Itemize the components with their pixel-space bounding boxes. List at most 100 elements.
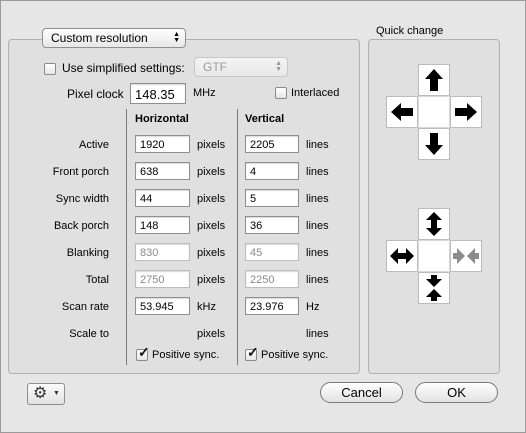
shrink-horizontal-icon xyxy=(453,248,479,264)
popup-arrows-icon: ▲ ▼ xyxy=(173,31,180,44)
horizontal-unit: kHz xyxy=(197,301,216,313)
interlaced-label: Interlaced xyxy=(291,87,340,99)
popup-arrows-icon: ▲ ▼ xyxy=(275,60,282,73)
vertical-blanking-value: 45 xyxy=(250,247,263,259)
chevron-down-icon: ▼ xyxy=(53,390,60,397)
expand-vertical-icon xyxy=(426,212,442,236)
simplified-settings-label: Use simplified settings: xyxy=(62,61,185,75)
horizontal-blanking-value: 830 xyxy=(140,247,159,259)
horizontal-positive-sync-label: Positive sync. xyxy=(152,349,220,361)
vertical-sync-width-value: 5 xyxy=(250,193,257,205)
horizontal-unit: pixels xyxy=(197,274,226,286)
pixel-clock-field[interactable]: 148.35 xyxy=(130,83,186,104)
vertical-back-porch-value: 36 xyxy=(250,220,263,232)
pixel-clock-label: Pixel clock xyxy=(67,87,124,101)
pixel-clock-value: 148.35 xyxy=(135,87,175,102)
arrow-right-icon xyxy=(455,103,477,121)
row-label-total: Total xyxy=(85,274,109,286)
horizontal-unit: pixels xyxy=(197,220,226,232)
horizontal-unit: pixels xyxy=(197,166,226,178)
vertical-positive-sync-label: Positive sync. xyxy=(261,349,329,361)
horizontal-sync-width-field[interactable]: 44 xyxy=(135,189,190,207)
vertical-front-porch-value: 4 xyxy=(250,166,257,178)
vertical-unit: lines xyxy=(306,193,329,205)
horizontal-scan-rate-value: 53.945 xyxy=(140,301,174,313)
row-label-sync-width: Sync width xyxy=(55,193,109,205)
move-down-button[interactable] xyxy=(418,128,450,160)
row-label-scale-to: Scale to xyxy=(69,328,109,340)
move-up-button[interactable] xyxy=(418,64,450,96)
row-label-blanking: Blanking xyxy=(66,247,109,259)
ok-button[interactable]: OK xyxy=(415,382,498,403)
simplified-settings-checkbox[interactable] xyxy=(44,63,56,75)
gear-menu-button[interactable]: ⚙ ▼ xyxy=(27,383,65,405)
shrink-vertical-icon xyxy=(426,275,442,301)
vertical-active-value: 2205 xyxy=(250,139,275,151)
horizontal-total-field: 2750 xyxy=(135,270,190,288)
horizontal-scan-rate-field[interactable]: 53.945 xyxy=(135,297,190,315)
vertical-total-value: 2250 xyxy=(250,274,275,286)
vertical-blanking-field: 45 xyxy=(245,243,299,261)
horizontal-active-value: 1920 xyxy=(140,139,165,151)
horizontal-front-porch-value: 638 xyxy=(140,166,159,178)
checkmark-icon: ✓ xyxy=(138,344,150,360)
vertical-unit: lines xyxy=(306,166,329,178)
horizontal-back-porch-field[interactable]: 148 xyxy=(135,216,190,234)
resolution-mode-popup[interactable]: Custom resolution ▲ ▼ xyxy=(42,28,186,48)
horizontal-header: Horizontal xyxy=(135,113,189,125)
shrink-vertical-button[interactable] xyxy=(418,272,450,304)
simplified-settings-popup[interactable]: GTF ▲ ▼ xyxy=(194,57,288,77)
vertical-unit: lines xyxy=(306,220,329,232)
vertical-back-porch-field[interactable]: 36 xyxy=(245,216,299,234)
cancel-button[interactable]: Cancel xyxy=(320,382,403,403)
vertical-header: Vertical xyxy=(245,113,285,125)
vertical-unit: lines xyxy=(306,274,329,286)
horizontal-unit: pixels xyxy=(197,193,226,205)
cancel-button-label: Cancel xyxy=(341,385,382,400)
interlaced-checkbox[interactable] xyxy=(275,87,287,99)
quick-change-center xyxy=(418,240,450,272)
row-label-scan-rate: Scan rate xyxy=(61,301,109,313)
shrink-horizontal-button xyxy=(450,240,482,272)
row-label-front-porch: Front porch xyxy=(52,166,109,178)
vertical-unit: lines xyxy=(306,139,329,151)
horizontal-column-divider xyxy=(126,109,127,365)
resolution-mode-value: Custom resolution xyxy=(51,31,148,45)
move-left-button[interactable] xyxy=(386,96,418,128)
vertical-unit: lines xyxy=(306,247,329,259)
row-label-back-porch: Back porch xyxy=(53,220,109,232)
quick-change-center xyxy=(418,96,450,128)
horizontal-unit: pixels xyxy=(197,247,226,259)
vertical-scan-rate-field[interactable]: 23.976 xyxy=(245,297,299,315)
expand-vertical-button[interactable] xyxy=(418,208,450,240)
vertical-front-porch-field[interactable]: 4 xyxy=(245,162,299,180)
move-right-button[interactable] xyxy=(450,96,482,128)
horizontal-unit: pixels xyxy=(197,328,226,340)
horizontal-active-field[interactable]: 1920 xyxy=(135,135,190,153)
vertical-active-field[interactable]: 2205 xyxy=(245,135,299,153)
gear-icon: ⚙ xyxy=(33,385,48,402)
arrow-up-icon xyxy=(425,69,443,91)
expand-horizontal-icon xyxy=(390,248,414,264)
checkmark-icon: ✓ xyxy=(247,344,259,360)
row-label-active: Active xyxy=(79,139,109,151)
horizontal-sync-width-value: 44 xyxy=(140,193,153,205)
vertical-unit: lines xyxy=(306,328,329,340)
pixel-clock-unit: MHz xyxy=(193,87,216,99)
vertical-sync-width-field[interactable]: 5 xyxy=(245,189,299,207)
ok-button-label: OK xyxy=(447,385,466,400)
vertical-unit: Hz xyxy=(306,301,320,313)
horizontal-blanking-field: 830 xyxy=(135,243,190,261)
arrow-down-icon xyxy=(425,133,443,155)
horizontal-front-porch-field[interactable]: 638 xyxy=(135,162,190,180)
horizontal-total-value: 2750 xyxy=(140,274,165,286)
vertical-positive-sync-checkbox[interactable]: ✓ xyxy=(245,345,259,361)
vertical-scan-rate-value: 23.976 xyxy=(250,301,284,313)
vertical-column-divider xyxy=(237,109,238,365)
simplified-settings-value: GTF xyxy=(203,60,227,74)
horizontal-back-porch-value: 148 xyxy=(140,220,159,232)
expand-horizontal-button[interactable] xyxy=(386,240,418,272)
quick-change-title: Quick change xyxy=(376,25,444,37)
horizontal-positive-sync-checkbox[interactable]: ✓ xyxy=(136,345,150,361)
